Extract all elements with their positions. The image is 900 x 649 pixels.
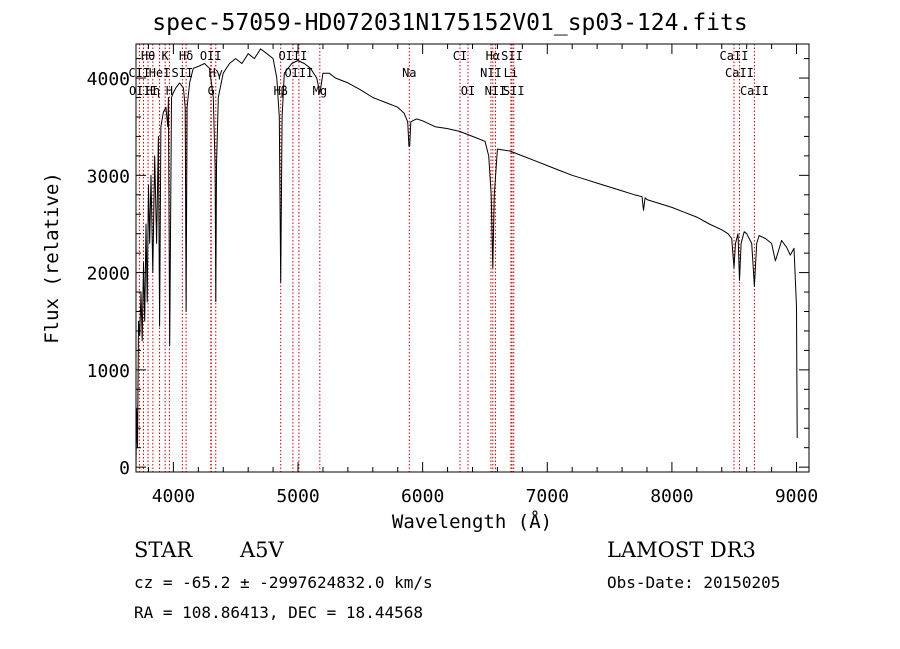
line-label: Mg [313,84,327,98]
line-label: K [162,49,170,63]
y-tick-label: 3000 [87,166,130,187]
line-label: Hδ [179,49,193,63]
spectrum-series [135,48,798,468]
line-label: SII [172,66,194,80]
line-label: OI [461,84,475,98]
x-axis-label: Wavelength (Å) [391,511,553,533]
line-label: NII [485,84,507,98]
survey-name: LAMOST DR3 [607,538,756,562]
plot-frame [135,43,810,473]
line-label: OIII [284,66,313,80]
line-label: Hθ [141,49,155,63]
line-label: Hβ [273,84,287,98]
line-label: Na [402,66,416,80]
line-label: SII [503,84,525,98]
line-label: H [166,84,173,98]
object-type: STAR [134,538,193,562]
emission-line-markers [138,44,755,472]
line-label: OIII [129,84,158,98]
x-tick-label: 9000 [775,486,818,507]
coordinates: RA = 108.86413, DEC = 18.44568 [134,603,423,622]
line-label: HeI [149,66,171,80]
line-label: OIII [278,49,307,63]
line-label: CaII [725,66,754,80]
y-tick-label: 4000 [87,69,130,90]
spectrum-line [135,48,798,468]
redshift-text: cz = -65.2 ± -2997624832.0 km/s [134,573,433,592]
y-tick-label: 1000 [87,361,130,382]
line-label: OII [200,49,222,63]
line-label: CI [453,49,467,63]
x-tick-label: 5000 [276,486,319,507]
x-tick-label: 4000 [152,486,195,507]
line-label: SII [501,49,523,63]
line-label: CaII [740,84,769,98]
line-label: Hγ [209,66,223,80]
y-tick-label: 0 [119,458,130,479]
x-tick-label: 7000 [526,486,569,507]
y-tick-label: 2000 [87,264,130,285]
line-label: CII [129,66,151,80]
chart-title: spec-57059-HD072031N175152V01_sp03-124.f… [152,10,748,36]
x-tick-label: 8000 [650,486,693,507]
line-label: Hα [486,49,500,63]
line-label: NII [480,66,502,80]
y-axis-label: Flux (relative) [41,172,63,344]
line-label: Hη [146,84,160,98]
line-label: CaII [720,49,749,63]
line-label: Li [504,66,518,80]
spectral-subclass: A5V [240,538,284,562]
axis-ticks: 4000 5000 6000 7000 8000 9000 0 1000 2000 3000 400… [87,44,818,507]
line-label: G [208,84,215,98]
x-tick-label: 6000 [401,486,444,507]
obs-date: Obs-Date: 20150205 [607,573,781,592]
